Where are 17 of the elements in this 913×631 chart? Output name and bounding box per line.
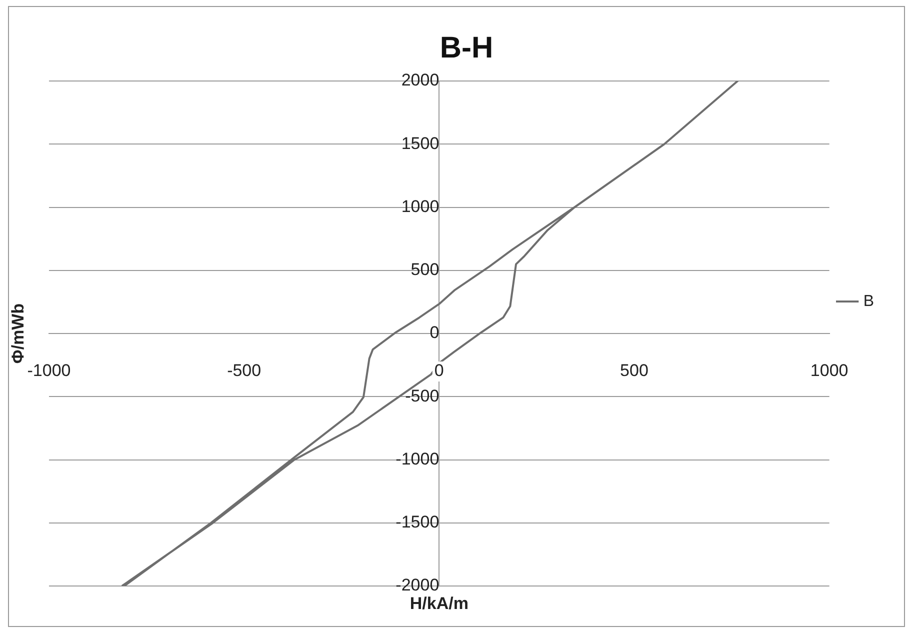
y-tick-label: -1000: [396, 449, 440, 468]
x-tick-label: -1000: [27, 361, 71, 380]
x-tick-label: 1000: [810, 361, 848, 380]
x-tick-label: -500: [227, 361, 262, 380]
legend-label: B: [863, 292, 874, 310]
y-tick-label: 0: [430, 323, 440, 342]
chart-title: B-H: [440, 31, 494, 64]
y-tick-label: 500: [410, 260, 440, 280]
y-tick-label: 1500: [401, 134, 440, 153]
y-axis-title: Φ/mWb: [8, 303, 28, 364]
y-tick-label: -1500: [396, 512, 440, 532]
x-axis-title: H/kA/m: [410, 594, 468, 614]
y-tick-label: 2000: [401, 70, 440, 90]
y-tick-label: -500: [405, 386, 440, 406]
x-tick-label: 500: [620, 361, 648, 380]
y-tick-label: 1000: [401, 196, 440, 216]
y-tick-label: -2000: [396, 576, 440, 595]
